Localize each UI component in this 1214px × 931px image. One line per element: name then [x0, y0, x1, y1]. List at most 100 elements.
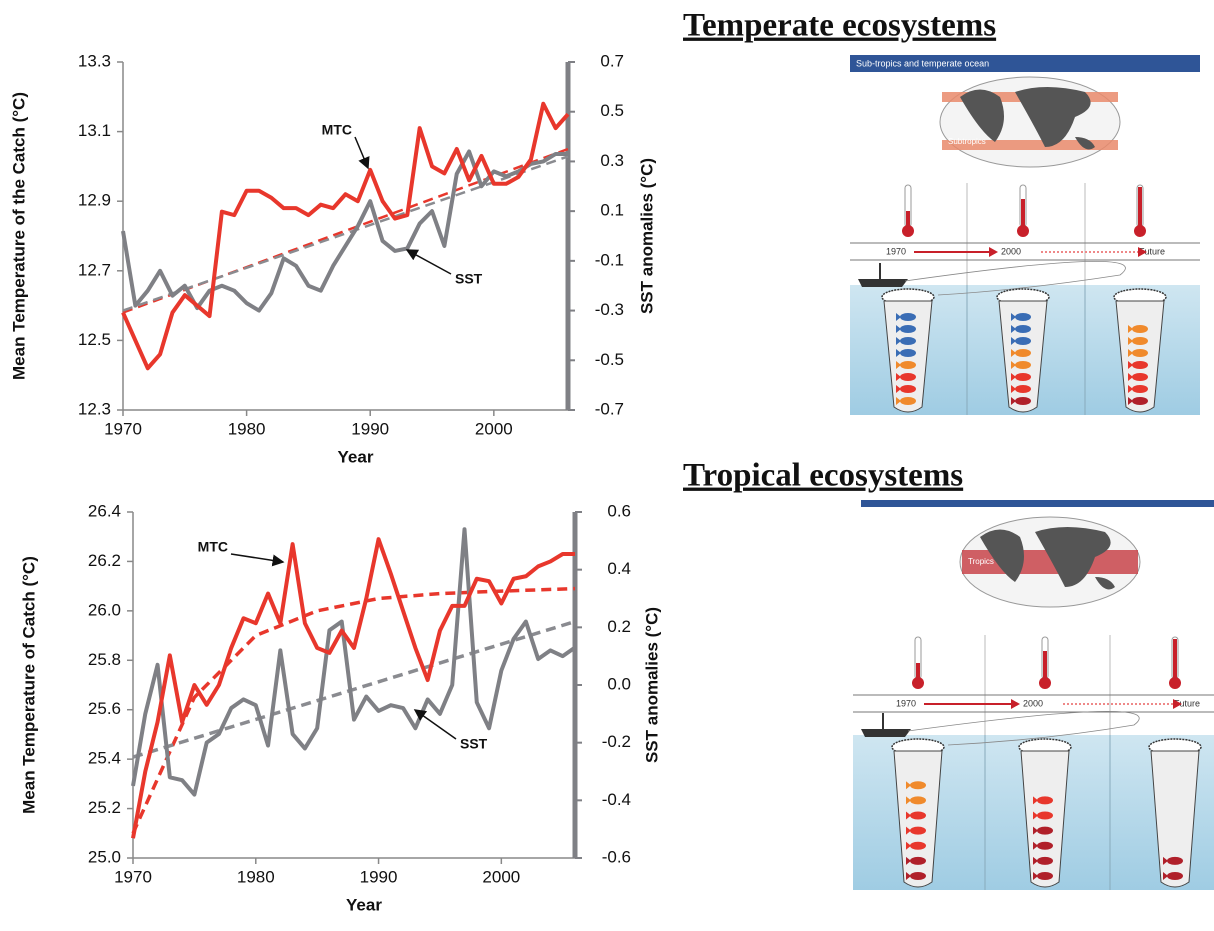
- x-tick-label: 1990: [351, 419, 389, 438]
- fish: [1015, 313, 1031, 321]
- fish-tail: [896, 373, 901, 381]
- fish: [1037, 796, 1053, 805]
- y2-tick-label: 0.5: [600, 101, 624, 120]
- fish: [1015, 337, 1031, 345]
- fish-tail: [1011, 337, 1016, 345]
- fish: [1037, 811, 1053, 820]
- y2-tick-label: -0.3: [595, 300, 624, 319]
- y2-tick-label: -0.5: [595, 350, 624, 369]
- map-label: Subtropics: [948, 137, 986, 146]
- thermometer-bulb: [902, 225, 914, 237]
- continents: [960, 87, 1095, 150]
- banner: [861, 500, 1214, 507]
- y-tick-label: 12.3: [78, 399, 111, 418]
- fish: [1132, 325, 1148, 333]
- y-tick-label: 12.9: [78, 191, 111, 210]
- timeline-head: [989, 247, 998, 257]
- annotation-arrow: [230, 553, 285, 567]
- section-heading: Tropical ecosystems: [683, 458, 963, 494]
- thermometer-bulb: [1017, 225, 1029, 237]
- fish-tail: [906, 796, 911, 805]
- fish-tail: [1011, 349, 1016, 357]
- y2-tick-label: 0.3: [600, 151, 624, 170]
- thermometer-bulb: [1039, 677, 1051, 689]
- fish-tail: [1033, 856, 1038, 865]
- fish: [910, 841, 926, 850]
- y-tick-label: 26.2: [88, 551, 121, 570]
- y2-tick-label: 0.2: [607, 617, 631, 636]
- fish-tail: [1128, 349, 1133, 357]
- fish: [910, 856, 926, 865]
- fish: [1132, 373, 1148, 381]
- fish: [910, 796, 926, 805]
- fish: [1132, 361, 1148, 369]
- x-tick-label: 2000: [475, 419, 513, 438]
- series-annotation: MTC: [322, 122, 352, 138]
- thermometer-fill: [1173, 639, 1177, 679]
- fish: [1132, 349, 1148, 357]
- trawl-line: [904, 260, 1126, 296]
- y-tick-label: 26.0: [88, 600, 121, 619]
- fish: [900, 397, 916, 405]
- timeline-label: 1970: [886, 246, 906, 256]
- y-tick-label: 13.3: [78, 51, 111, 70]
- fish-tail: [1128, 373, 1133, 381]
- thermometer-fill: [906, 211, 910, 227]
- fish-tail: [1011, 361, 1016, 369]
- x-tick-label: 1980: [228, 419, 266, 438]
- series-line: [121, 101, 570, 371]
- y-tick-label: 13.1: [78, 121, 111, 140]
- timeline-label: Future: [1174, 698, 1200, 708]
- y-tick-label: 12.7: [78, 260, 111, 279]
- y2-tick-label: -0.7: [595, 399, 624, 418]
- fish-tail: [906, 781, 911, 790]
- y-axis-title: Mean Temperature of Catch (°C): [19, 556, 38, 814]
- trend-line: [132, 619, 576, 759]
- timeline-label: 2000: [1001, 246, 1021, 256]
- fish-tail: [906, 841, 911, 850]
- annotation-arrow: [413, 709, 457, 740]
- annotation-arrow: [405, 249, 452, 275]
- fish: [900, 337, 916, 345]
- y2-tick-label: -0.4: [602, 790, 631, 809]
- fish-tail: [1033, 811, 1038, 820]
- timeline-label: Future: [1139, 246, 1165, 256]
- series-annotation: SST: [460, 736, 488, 752]
- fish: [900, 361, 916, 369]
- trawl-line: [907, 710, 1140, 746]
- series-line: [131, 527, 577, 797]
- fish: [900, 373, 916, 381]
- fish-tail: [1033, 872, 1038, 880]
- x-tick-label: 1990: [360, 867, 398, 886]
- fish-tail: [1128, 385, 1133, 393]
- thermometer-fill: [1021, 199, 1025, 227]
- y-tick-label: 12.5: [78, 330, 111, 349]
- fish-tail: [1128, 397, 1133, 405]
- fish: [1037, 856, 1053, 865]
- y-tick-label: 25.6: [88, 699, 121, 718]
- fish-tail: [1128, 325, 1133, 333]
- thermometer-bulb: [912, 677, 924, 689]
- y-tick-label: 25.2: [88, 798, 121, 817]
- series-line: [131, 537, 575, 839]
- fish: [1015, 397, 1031, 405]
- fish-tail: [896, 385, 901, 393]
- fish-tail: [896, 325, 901, 333]
- fish: [1167, 872, 1183, 880]
- fish-tail: [896, 337, 901, 345]
- y-tick-label: 25.4: [88, 749, 121, 768]
- fish-tail: [896, 313, 901, 321]
- y2-axis-title: SST anomalies (°C): [637, 158, 656, 314]
- fish: [900, 349, 916, 357]
- banner: [850, 55, 1200, 72]
- fish-tail: [1163, 856, 1168, 865]
- y2-tick-label: -0.2: [602, 732, 631, 751]
- fish-tail: [1011, 325, 1016, 333]
- y-tick-label: 25.8: [88, 650, 121, 669]
- y2-axis-title: SST anomalies (°C): [642, 607, 661, 763]
- y2-tick-label: -0.1: [595, 250, 624, 269]
- fish-tail: [896, 397, 901, 405]
- x-tick-label: 2000: [482, 867, 520, 886]
- fish: [1015, 361, 1031, 369]
